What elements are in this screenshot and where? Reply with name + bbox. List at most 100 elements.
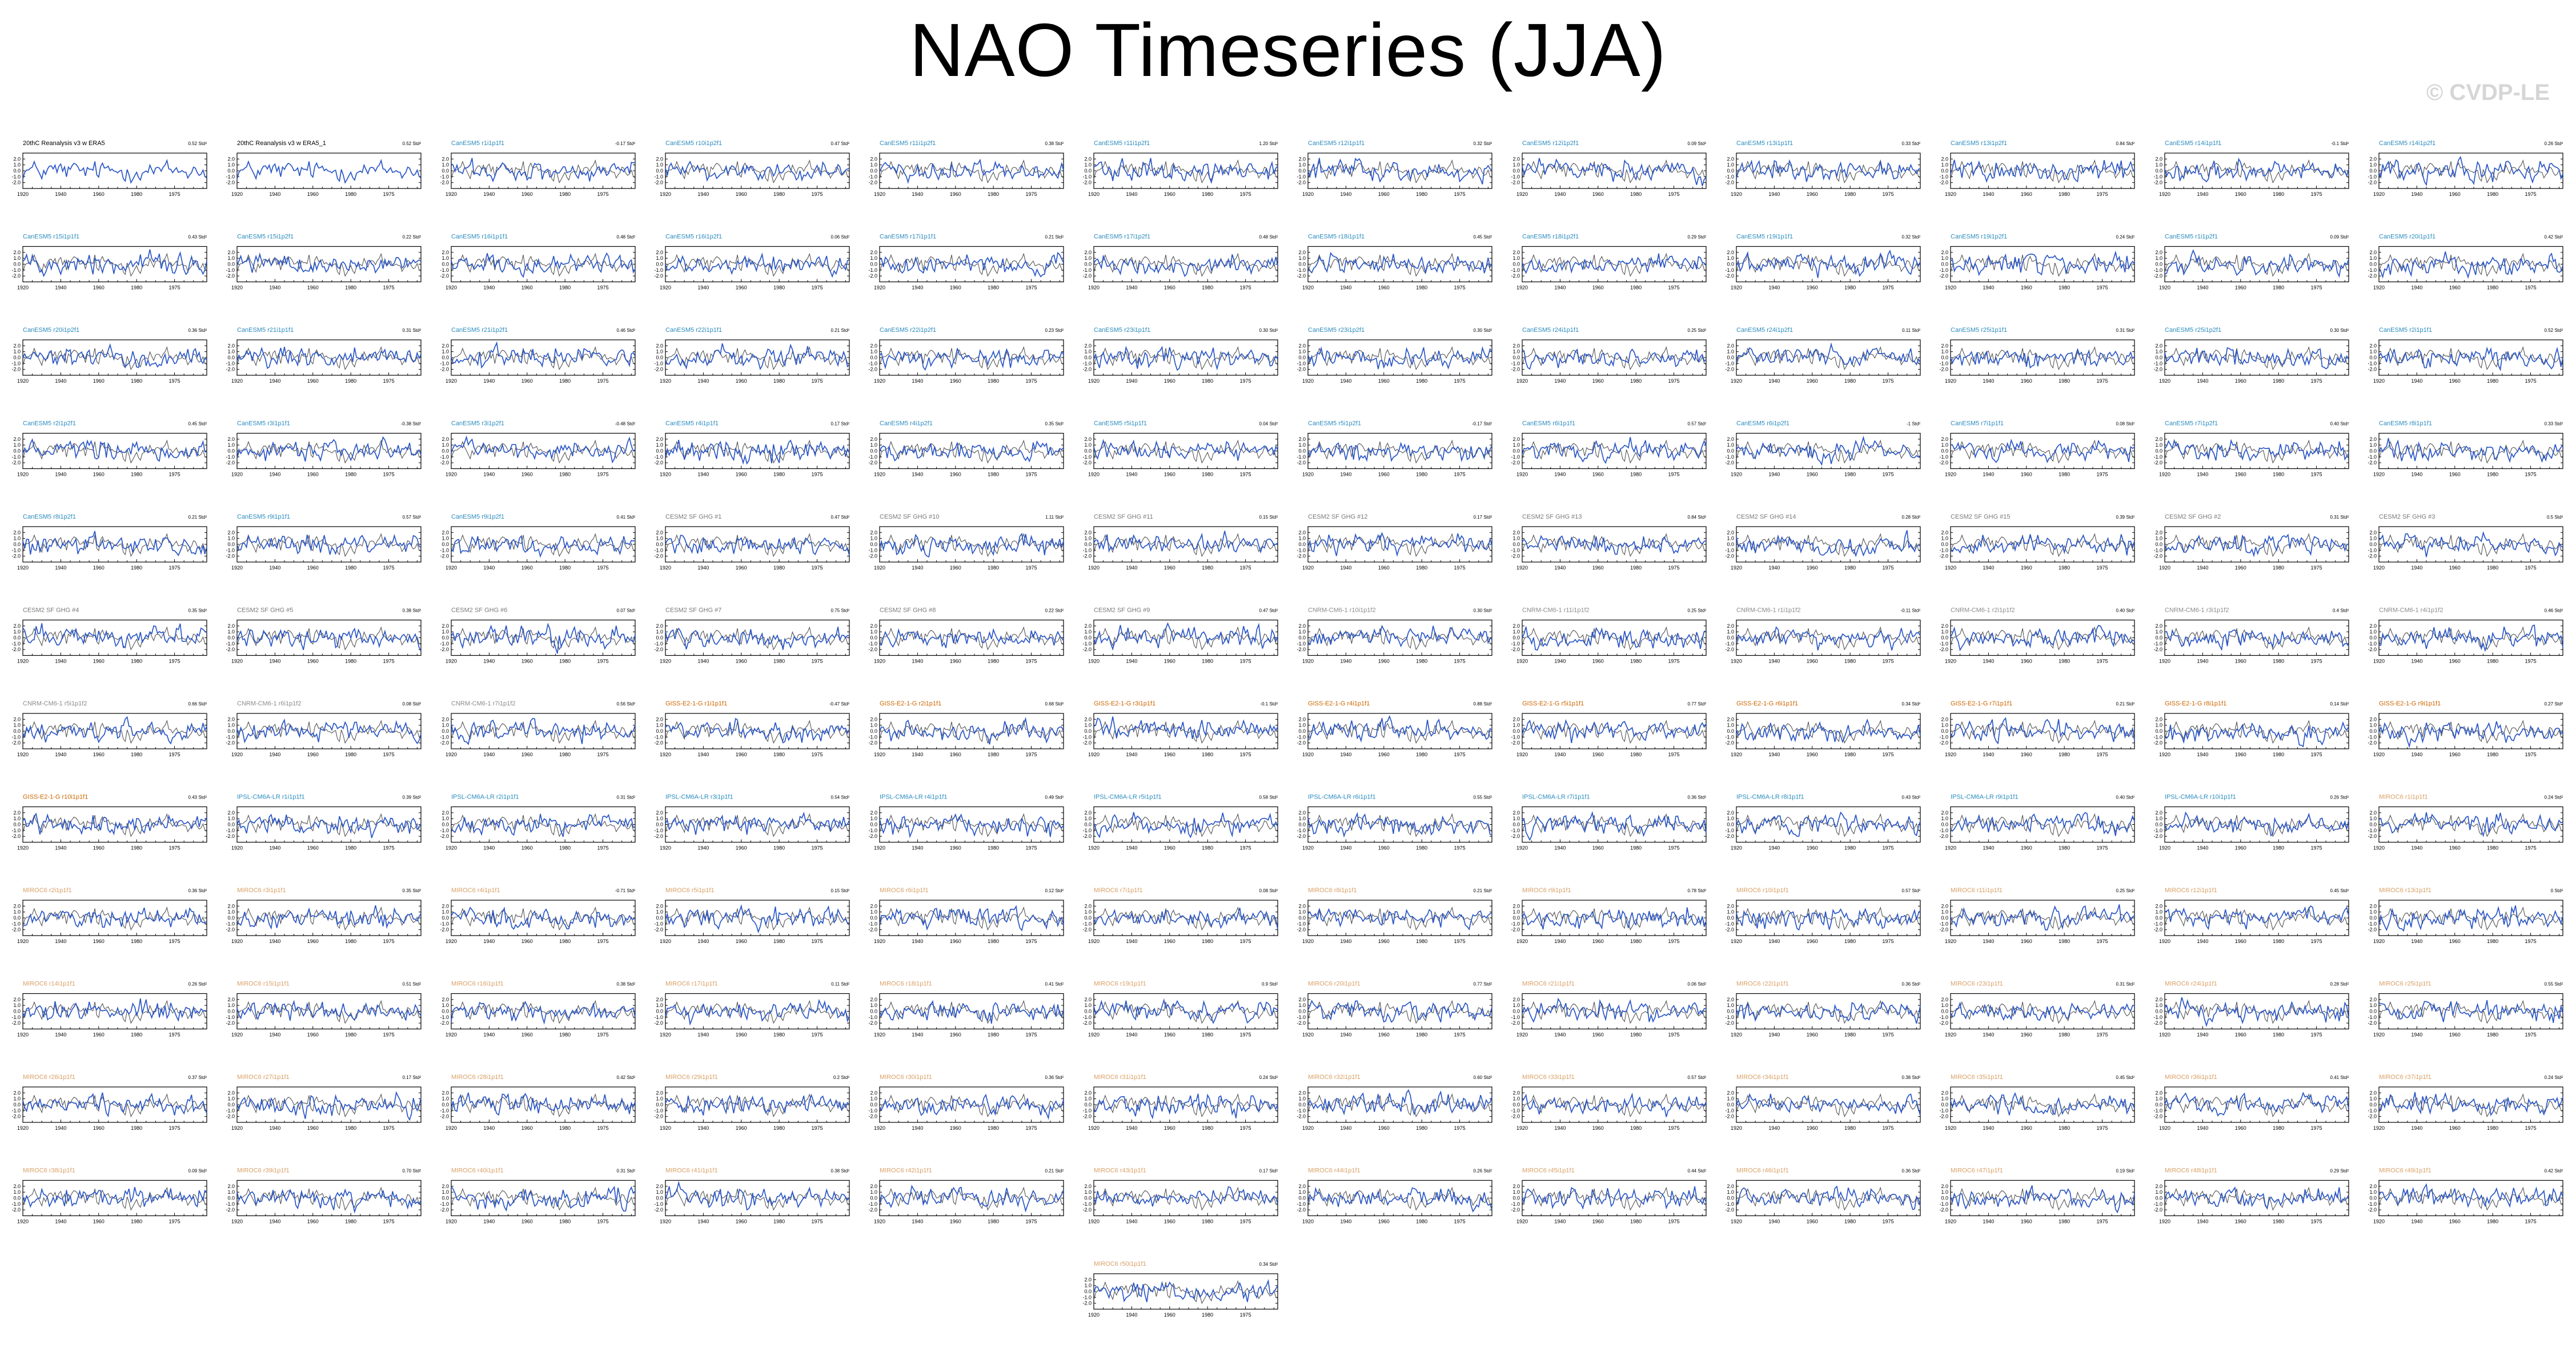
y-tick-label: 0.0	[870, 541, 877, 547]
y-tick-label: 0.0	[656, 355, 663, 360]
panel-label: MIROC6 r11i1p1f1	[1951, 887, 2003, 894]
x-tick-label: 1940	[269, 472, 280, 478]
y-tick-label: 0.0	[2369, 541, 2377, 547]
y-tick-label: -2.0	[1082, 553, 1092, 559]
panel: GISS-E2-1-G r4i1p1f1 0.88 Std²2.01.00.0-1…	[1297, 700, 1492, 757]
y-tick-label: 2.0	[1084, 810, 1092, 816]
y-tick-label: 0.0	[1298, 168, 1306, 174]
x-tick-label: 1980	[559, 845, 571, 851]
y-tick-label: -1.0	[2368, 267, 2377, 273]
model-series-line	[236, 436, 422, 462]
panel: IPSL-CM6A-LR r6i1p1f1 0.55 Std²2.01.00.0-…	[1297, 794, 1492, 851]
panel: CanESM5 r8i1p2f1 0.21 Std²2.01.00.0-1.0-2…	[11, 513, 207, 571]
panel: CanESM5 r22i1p1f1 0.21 Std²2.01.00.0-1.0-…	[654, 327, 850, 384]
x-tick-label: 1980	[773, 845, 785, 851]
x-tick-label: 1975	[1883, 285, 1894, 291]
panel: GISS-E2-1-G r8i1p1f1 0.14 Std²2.01.00.0-1…	[2153, 700, 2349, 757]
y-tick-label: 2.0	[656, 903, 663, 909]
x-tick-label: 1980	[1630, 378, 1642, 384]
y-tick-label: 1.0	[870, 255, 877, 261]
y-tick-label: 0.0	[2369, 915, 2377, 921]
panel-label: CanESM5 r14i1p2f1	[2379, 140, 2435, 147]
y-tick-label: -2.0	[2368, 180, 2377, 186]
x-tick-label: 1960	[2449, 659, 2461, 664]
y-tick-label: 2.0	[1084, 716, 1092, 722]
y-tick-label: -2.0	[11, 553, 21, 559]
model-series-line	[665, 535, 850, 556]
panel-label: CanESM5 r25i1p2f1	[2165, 327, 2221, 334]
panel: IPSL-CM6A-LR r9i1p1f1 0.40 Std²2.01.00.0-…	[1939, 794, 2135, 851]
y-tick-label: 2.0	[870, 250, 877, 255]
obs-series-line	[236, 906, 422, 931]
y-tick-label: -1.0	[2368, 734, 2377, 740]
y-tick-label: 1.0	[13, 442, 21, 448]
x-tick-label: 1940	[1768, 285, 1780, 291]
x-tick-label: 1980	[131, 472, 142, 478]
x-tick-label: 1975	[1454, 378, 1466, 384]
x-tick-label: 1920	[17, 565, 29, 571]
obs-series-line	[2164, 720, 2349, 744]
x-tick-label: 1940	[1340, 752, 1351, 757]
x-tick-label: 1980	[988, 191, 999, 197]
x-tick-label: 1940	[1126, 191, 1137, 197]
y-tick-label: -2.0	[1939, 273, 1948, 279]
panel-label: CanESM5 r7i1p2f1	[2165, 420, 2218, 427]
panel-trend: -0.71 Std²	[615, 888, 635, 893]
panel-frame	[236, 526, 422, 563]
y-tick-label: 2.0	[656, 156, 663, 162]
model-series-line	[1307, 157, 1492, 184]
x-tick-label: 1975	[1026, 752, 1037, 757]
panel-trend: 0.24 Std²	[2545, 795, 2563, 800]
x-tick-label: 1975	[1026, 285, 1037, 291]
y-tick-label: 2.0	[227, 436, 235, 442]
x-tick-label: 1980	[1630, 845, 1642, 851]
y-tick-label: 1.0	[1084, 629, 1092, 635]
panel: CanESM5 r23i1p1f1 0.30 Std²2.01.00.0-1.0-…	[1082, 327, 1278, 384]
x-tick-label: 1975	[2525, 938, 2537, 944]
y-tick-label: -2.0	[2153, 273, 2162, 279]
panel-frame	[1950, 246, 2135, 283]
obs-series-line	[2164, 439, 2349, 464]
x-tick-label: 1975	[597, 752, 609, 757]
y-tick-label: 0.0	[1512, 822, 1520, 828]
panel: CanESM5 r13i1p2f1 0.84 Std²2.01.00.0-1.0-…	[1939, 140, 2135, 197]
y-tick-label: -1.0	[11, 1014, 21, 1020]
panel-label: CESM2 SF GHG #15	[1951, 513, 2011, 520]
y-tick-label: 0.0	[870, 448, 877, 454]
y-tick-label: 2.0	[442, 529, 449, 535]
y-tick-label: 1.0	[227, 629, 235, 635]
x-tick-label: 1975	[1026, 378, 1037, 384]
y-tick-label: -1.0	[2368, 641, 2377, 647]
obs-series-line	[879, 346, 1064, 371]
y-tick-label: 1.0	[13, 349, 21, 355]
x-tick-label: 1975	[383, 938, 395, 944]
x-tick-label: 1975	[597, 472, 609, 478]
y-tick-label: -1.0	[868, 174, 877, 179]
y-tick-label: -2.0	[440, 367, 449, 372]
y-tick-label: 1.0	[656, 629, 663, 635]
x-tick-label: 1940	[1983, 659, 1994, 664]
y-tick-label: 2.0	[2369, 250, 2377, 255]
model-series-line	[1736, 159, 1921, 182]
x-tick-label: 1980	[345, 659, 356, 664]
y-tick-label: -1.0	[1939, 828, 1948, 833]
y-tick-label: 2.0	[2155, 529, 2162, 535]
y-tick-label: 2.0	[1727, 156, 1734, 162]
model-series-line	[1522, 535, 1707, 555]
x-tick-label: 1975	[1668, 659, 1680, 664]
y-tick-label: 2.0	[2369, 623, 2377, 629]
x-tick-label: 1960	[1164, 659, 1175, 664]
panel-label: CanESM5 r25i1p1f1	[1951, 327, 2007, 334]
y-tick-label: 2.0	[656, 810, 663, 816]
y-tick-label: 0.0	[13, 168, 21, 174]
y-tick-label: 0.0	[13, 635, 21, 641]
x-tick-label: 1960	[2449, 845, 2461, 851]
x-tick-label: 1975	[2311, 752, 2322, 757]
panel-label: CanESM5 r23i1p1f1	[1094, 327, 1150, 334]
x-tick-label: 1980	[2487, 378, 2498, 384]
y-tick-label: -1.0	[1297, 828, 1306, 833]
y-tick-label: 1.0	[1512, 629, 1520, 635]
y-tick-label: 0.0	[656, 822, 663, 828]
y-tick-label: -1.0	[11, 360, 21, 366]
panel: CanESM5 r23i1p2f1 0.30 Std²2.01.00.0-1.0-…	[1297, 327, 1492, 384]
